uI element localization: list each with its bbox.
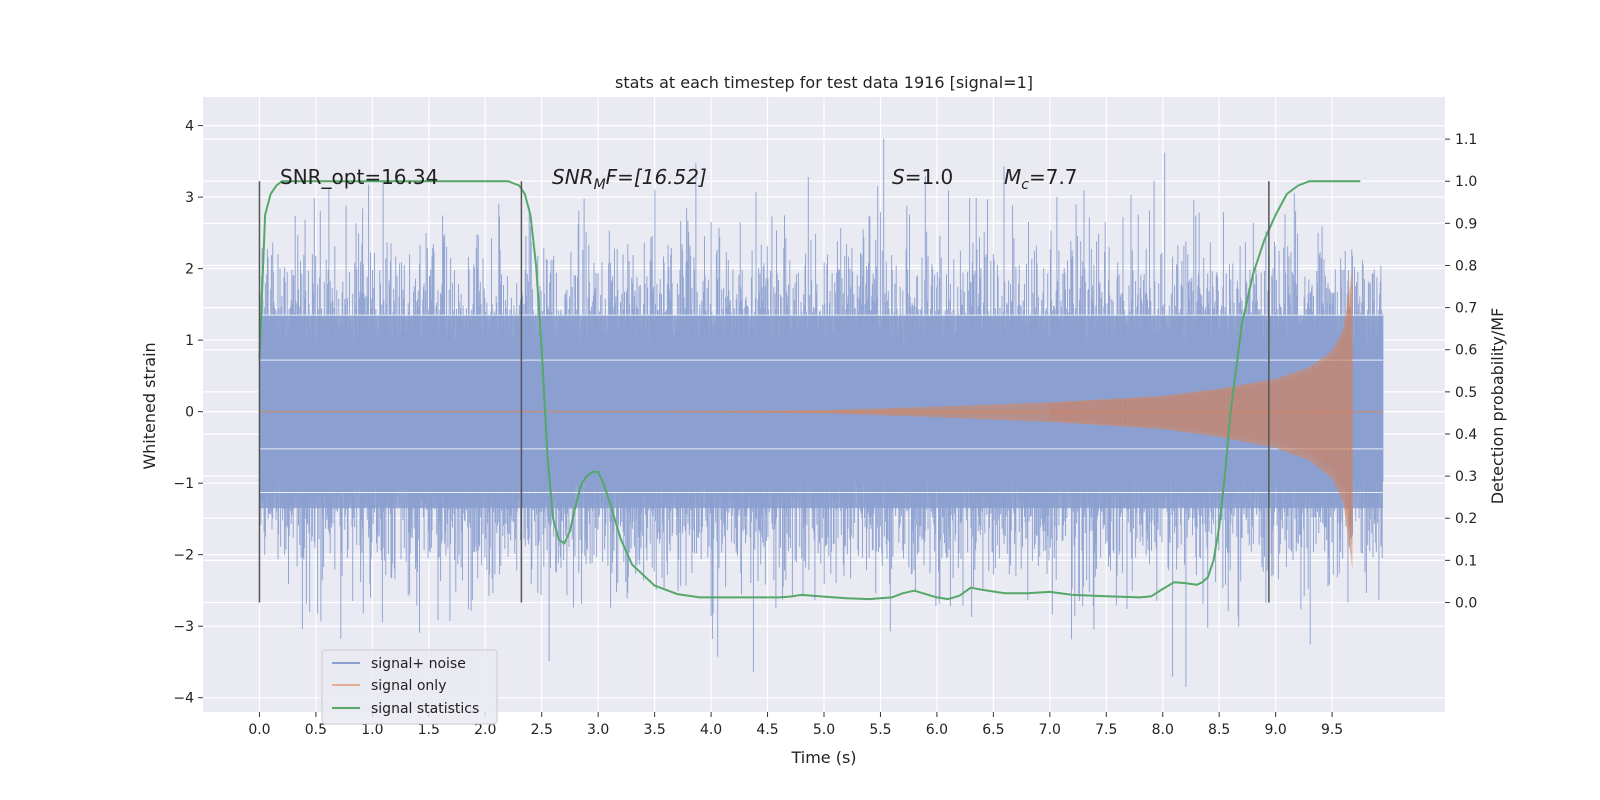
- y-tick-label: 4: [185, 119, 194, 135]
- y2-tick-label: 0.3: [1455, 469, 1477, 485]
- x-axis-ticks: 0.0 0.5 1.0 1.5 2.0 2.5 3.0 3.5 4.0 4.5 5.0 5.5 6.0 6…: [248, 712, 1343, 738]
- x-tick-label: 5.0: [813, 722, 835, 738]
- y-tick-label: 0: [185, 405, 194, 421]
- series-signal-statistics: [258, 180, 1361, 601]
- x-tick-label: 1.5: [418, 722, 440, 738]
- y2-tick-label: 1.1: [1455, 132, 1477, 148]
- y-tick-label: −1: [173, 476, 194, 492]
- y-tick-label: −3: [173, 619, 194, 635]
- y2-tick-label: 1.0: [1455, 174, 1477, 190]
- y2-tick-label: 0.9: [1455, 216, 1477, 232]
- y-tick-label: −2: [173, 548, 194, 564]
- legend-box: [321, 649, 498, 725]
- annotation-snr-opt: SNR_opt=16.34: [280, 165, 438, 189]
- y-tick-label: 3: [185, 190, 194, 206]
- legend: signal+ noise signal only signal statist…: [321, 649, 498, 725]
- x-tick-label: 7.5: [1095, 722, 1117, 738]
- x-tick-label: 5.5: [869, 722, 891, 738]
- y-axis-title: Whitened strain: [140, 342, 159, 469]
- statistics-line: [258, 180, 1361, 601]
- x-tick-label: 1.0: [361, 722, 383, 738]
- y2-tick-label: 0.7: [1455, 301, 1477, 317]
- x-tick-label: 9.5: [1321, 722, 1343, 738]
- annotation-snr-mf-rest: F=[16.52]: [606, 165, 707, 189]
- legend-label-signal-plus-noise: signal+ noise: [371, 656, 466, 672]
- y-tick-label: −4: [173, 691, 194, 707]
- y2-tick-label: 0.4: [1455, 427, 1477, 443]
- y-tick-label: 2: [185, 262, 194, 278]
- annotation-snr-mf-sub: M: [594, 177, 606, 193]
- x-tick-label: 3.0: [587, 722, 609, 738]
- annotation-s-rest: =1.0: [905, 165, 954, 189]
- y2-tick-label: 0.6: [1455, 343, 1477, 359]
- x-tick-label: 2.5: [531, 722, 553, 738]
- x-tick-label: 4.5: [756, 722, 778, 738]
- x-tick-label: 0.5: [305, 722, 327, 738]
- y-axis-ticks: 4 3 2 1 0 −1 −2 −3 −4: [173, 119, 203, 707]
- legend-label-signal-only: signal only: [371, 678, 446, 694]
- x-tick-label: 7.0: [1039, 722, 1061, 738]
- x-tick-label: 3.5: [644, 722, 666, 738]
- chirp-envelope: [654, 268, 1353, 569]
- y2-tick-label: 0.1: [1455, 553, 1477, 569]
- y2-axis-ticks: 1.1 1.0 0.9 0.8 0.7 0.6 0.5 0.4 0.3 0.2 0.1 0.0: [1445, 132, 1477, 611]
- x-tick-label: 4.0: [700, 722, 722, 738]
- annotation-snr-mf: SNRMF=[16.52]: [552, 165, 707, 193]
- annotations: SNR_opt=16.34 SNRMF=[16.52] S=1.0 Mc=7.7: [280, 165, 1078, 193]
- y2-tick-label: 0.2: [1455, 511, 1477, 527]
- y-tick-label: 1: [185, 333, 194, 349]
- annotation-mc-rest: =7.7: [1029, 165, 1078, 189]
- x-tick-label: 6.0: [926, 722, 948, 738]
- x-tick-label: 8.0: [1152, 722, 1174, 738]
- vertical-markers: [258, 181, 1270, 603]
- y2-tick-label: 0.5: [1455, 385, 1477, 401]
- series-signal-only: [259, 268, 1383, 569]
- annotation-mc: Mc=7.7: [1004, 165, 1078, 193]
- annotation-mc-main: M: [1004, 165, 1021, 189]
- chart-title: stats at each timestep for test data 191…: [615, 73, 1033, 92]
- x-tick-label: 9.0: [1265, 722, 1287, 738]
- y2-axis-title: Detection probability/MF: [1488, 308, 1507, 505]
- annotation-s-main: S: [892, 165, 905, 189]
- x-tick-label: 8.5: [1208, 722, 1230, 738]
- y2-tick-label: 0.0: [1455, 595, 1477, 611]
- legend-label-signal-statistics: signal statistics: [371, 701, 479, 717]
- x-tick-label: 2.0: [474, 722, 496, 738]
- y2-tick-label: 0.8: [1455, 258, 1477, 274]
- chirp-oscillation: [1049, 285, 1353, 545]
- x-tick-label: 0.0: [248, 722, 270, 738]
- x-tick-label: 6.5: [982, 722, 1004, 738]
- annotation-snr-mf-main: SNR: [552, 165, 594, 189]
- x-axis-title: Time (s): [790, 748, 856, 767]
- annotation-mc-sub: c: [1021, 177, 1029, 193]
- annotation-s: S=1.0: [892, 165, 953, 189]
